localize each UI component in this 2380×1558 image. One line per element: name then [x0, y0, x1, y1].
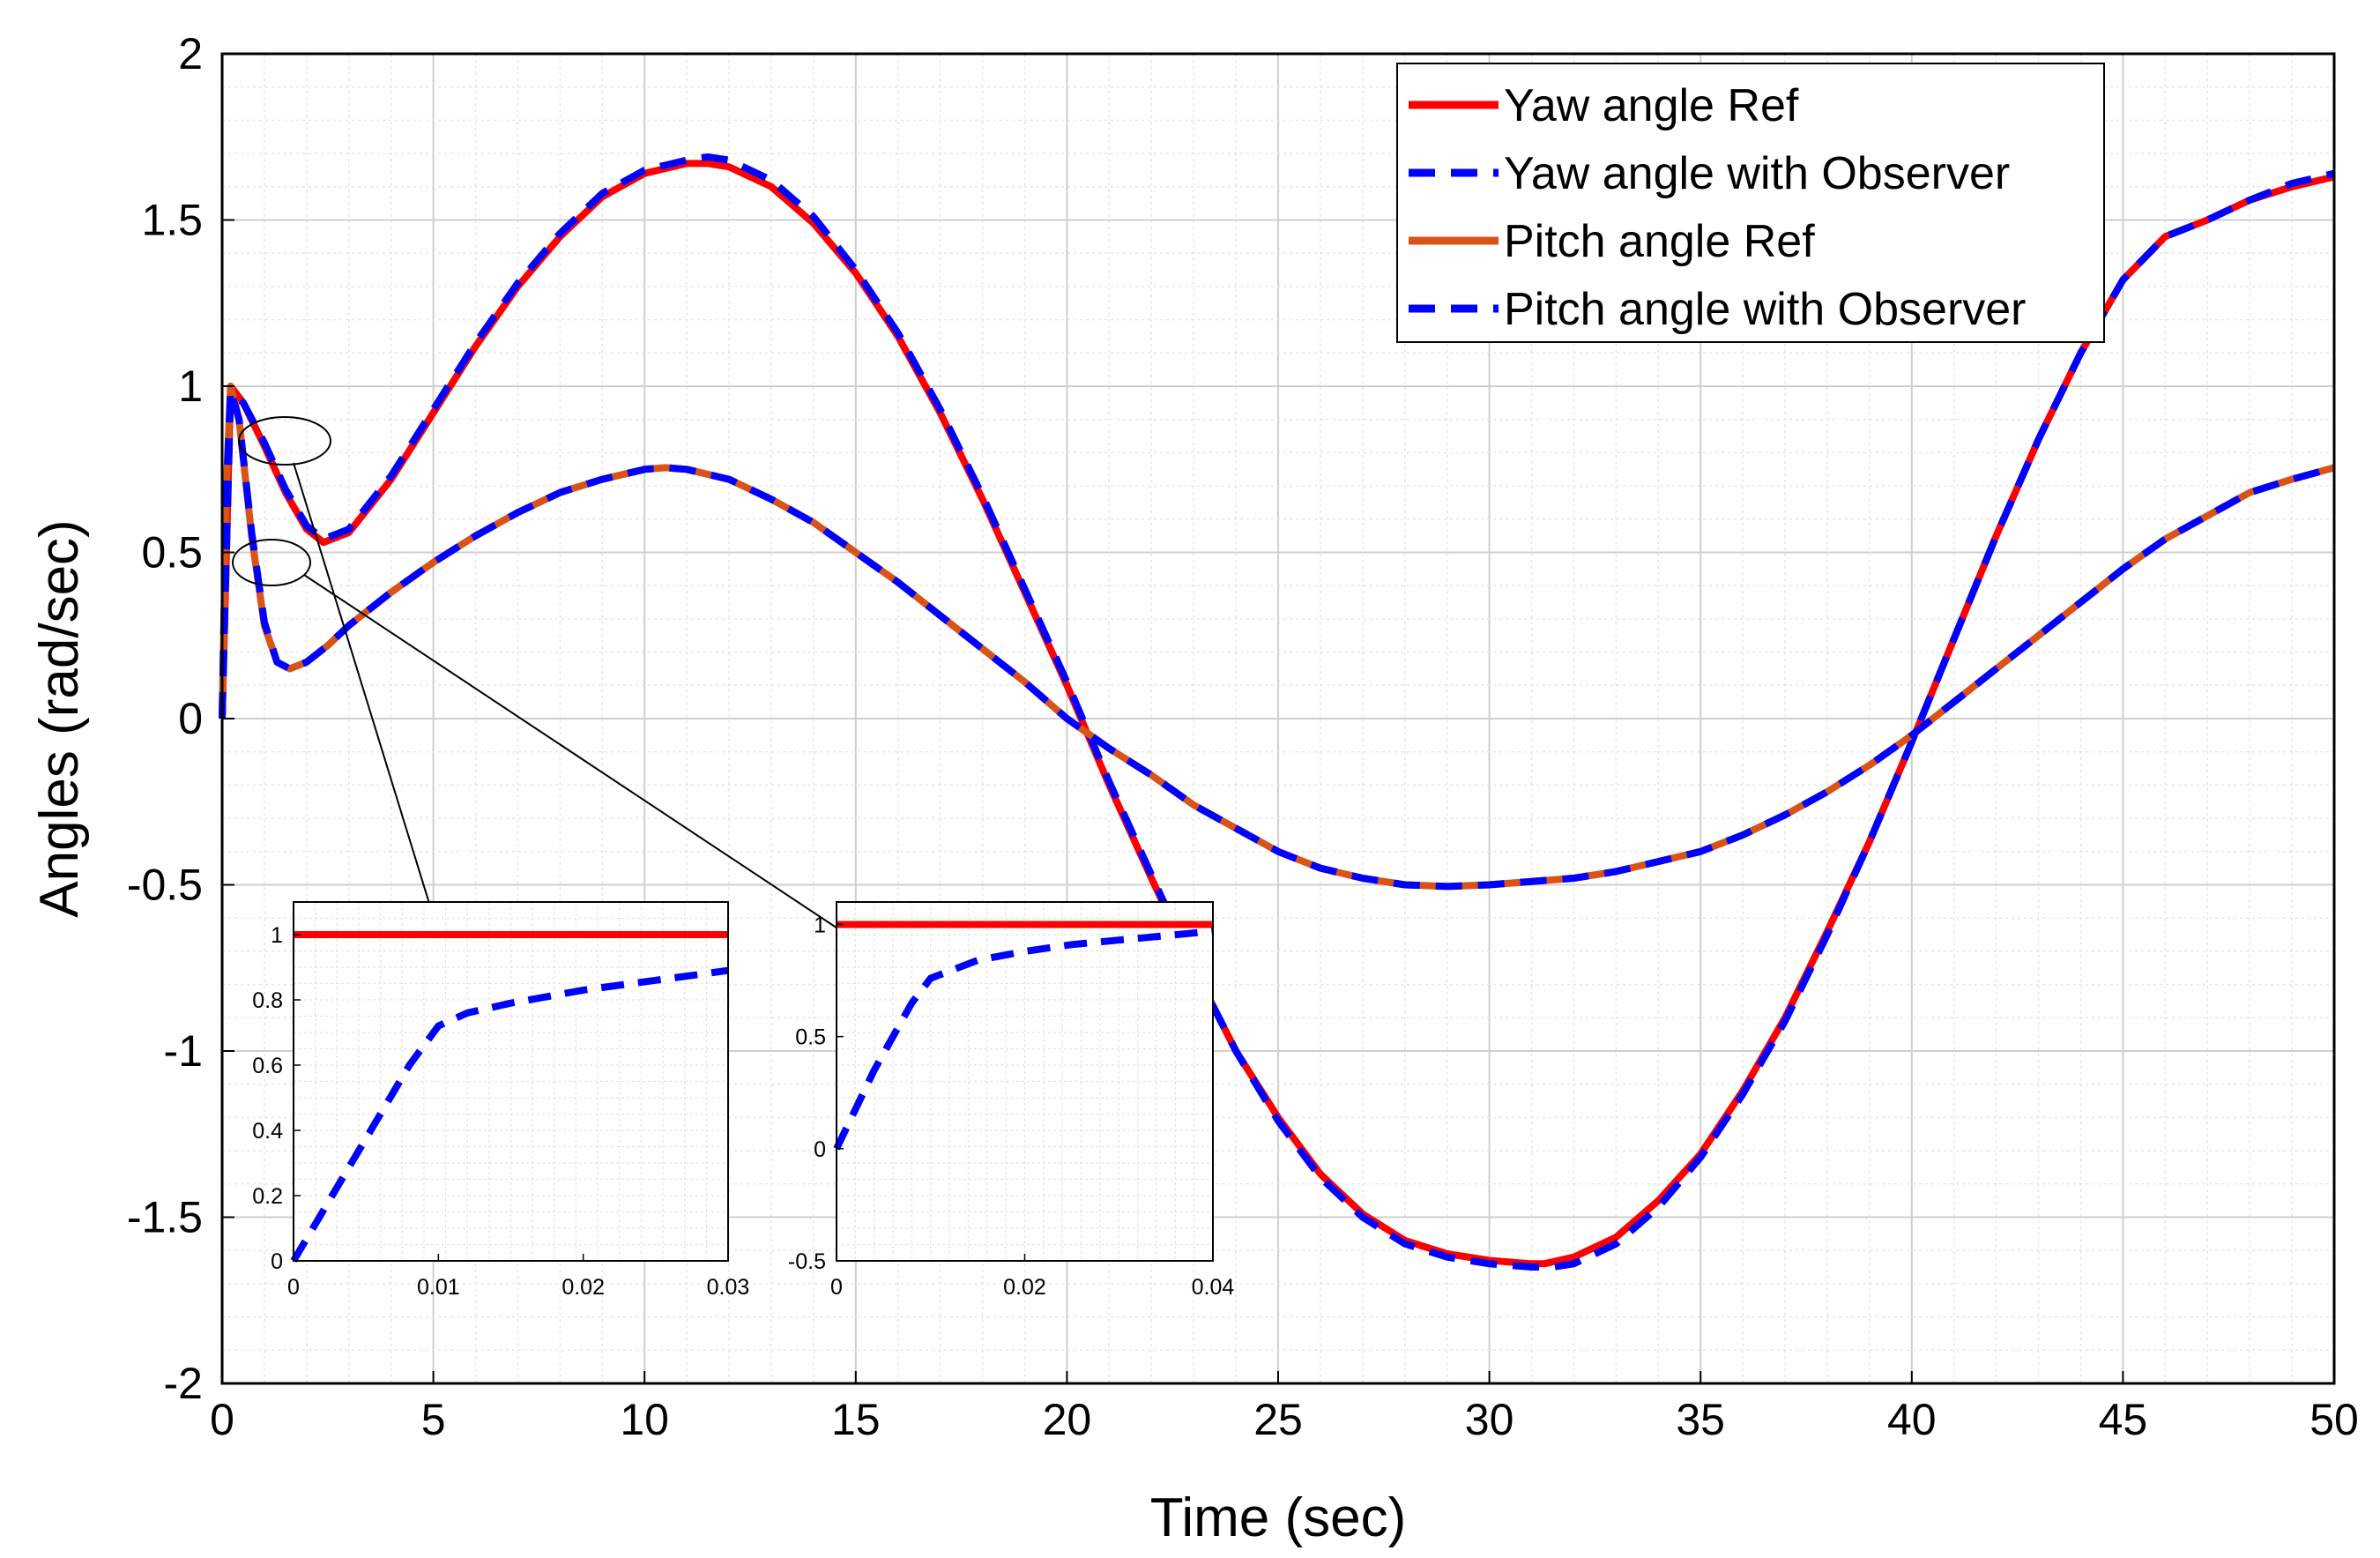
x-tick-labels: 0 5 10 15 20 25 30 35 40 45 50 — [210, 1371, 2359, 1444]
legend-label-0: Yaw angle Ref — [1504, 80, 1799, 131]
y-tick-label: -1 — [164, 1026, 203, 1076]
y-tick-labels: -2 -1.5 -1 -0.5 0 0.5 1 1.5 2 — [127, 29, 234, 1408]
y-tick-label: 0.5 — [141, 528, 203, 578]
legend-box — [1396, 63, 2105, 343]
inset-x-tick-label: 0.04 — [1192, 1275, 1235, 1300]
inset-y-tick-label: 0 — [271, 1249, 283, 1274]
inset-y-tick-label: 0.5 — [795, 1025, 826, 1050]
y-tick-label: -2 — [164, 1359, 203, 1408]
x-tick-label: 15 — [831, 1395, 881, 1444]
legend-label-1: Yaw angle with Observer — [1504, 148, 2010, 199]
inset-x-tick-label: 0 — [830, 1275, 843, 1300]
x-tick-label: 45 — [2099, 1395, 2148, 1444]
callout-arrow-yaw — [293, 462, 446, 956]
legend-item-1: Yaw angle with Observer — [1409, 148, 2010, 199]
x-tick-label: 25 — [1253, 1395, 1303, 1444]
legend-item-2: Pitch angle Ref — [1409, 216, 1815, 267]
x-tick-label: 10 — [620, 1395, 669, 1444]
y-tick-label: -0.5 — [127, 861, 203, 910]
inset-y-tick-label: 0.6 — [252, 1054, 283, 1078]
y-tick-label: 0 — [178, 694, 203, 743]
legend-item-0: Yaw angle Ref — [1409, 80, 1799, 131]
callout-arrow-pitch — [303, 574, 872, 951]
x-tick-label: 0 — [210, 1395, 234, 1444]
inset-x-tick-label: 0.01 — [417, 1275, 460, 1300]
legend-item-3: Pitch angle with Observer — [1409, 284, 2027, 335]
inset-x-tick-label: 0.02 — [1003, 1275, 1046, 1300]
callout-ellipse-pitch — [232, 539, 311, 586]
inset-y-tick-label: 1 — [271, 923, 283, 948]
inset-y-tick-label: 0.2 — [252, 1184, 283, 1209]
legend: Yaw angle Ref Yaw angle with Observer Pi… — [1396, 63, 2105, 343]
inset-y-tick-label: -0.5 — [788, 1249, 826, 1274]
inset-yaw-zoom: 0 0.01 0.02 0.03 0 0.2 0.4 0.6 0.8 1 — [252, 901, 750, 1300]
inset-x-tick-label: 0.02 — [562, 1275, 605, 1300]
x-tick-label: 20 — [1043, 1395, 1092, 1444]
inset-x-tick-label: 0 — [287, 1275, 300, 1300]
legend-label-2: Pitch angle Ref — [1504, 216, 1815, 267]
y-tick-label: 1 — [178, 362, 203, 411]
callout-ellipse-yaw — [238, 416, 331, 466]
legend-label-3: Pitch angle with Observer — [1504, 284, 2027, 335]
inset-y-tick-label: 0 — [814, 1137, 826, 1162]
x-tick-label: 35 — [1676, 1395, 1725, 1444]
series-line-3 — [219, 385, 2336, 891]
inset-y-tick-label: 0.8 — [252, 988, 283, 1013]
inset-observer-line — [833, 928, 1214, 1151]
x-tick-label: 30 — [1465, 1395, 1514, 1444]
inset-observer-line — [290, 966, 729, 1264]
x-axis-label: Time (sec) — [1150, 1487, 1406, 1548]
y-tick-label: -1.5 — [127, 1193, 203, 1242]
inset-y-tick-label: 1 — [814, 913, 826, 937]
inset-pitch-zoom: 0 0.02 0.04-0.500.51 — [788, 901, 1235, 1300]
inset-y-tick-label: 0.4 — [252, 1119, 283, 1144]
y-axis-label: Angles (rad/sec) — [29, 519, 90, 917]
y-tick-label: 2 — [178, 29, 203, 78]
inset-x-tick-label: 0.03 — [707, 1275, 750, 1300]
x-tick-label: 50 — [2309, 1395, 2359, 1444]
inset-frame — [293, 901, 729, 1262]
y-tick-label: 1.5 — [141, 196, 203, 245]
x-tick-label: 40 — [1887, 1395, 1937, 1444]
x-tick-label: 5 — [421, 1395, 446, 1444]
